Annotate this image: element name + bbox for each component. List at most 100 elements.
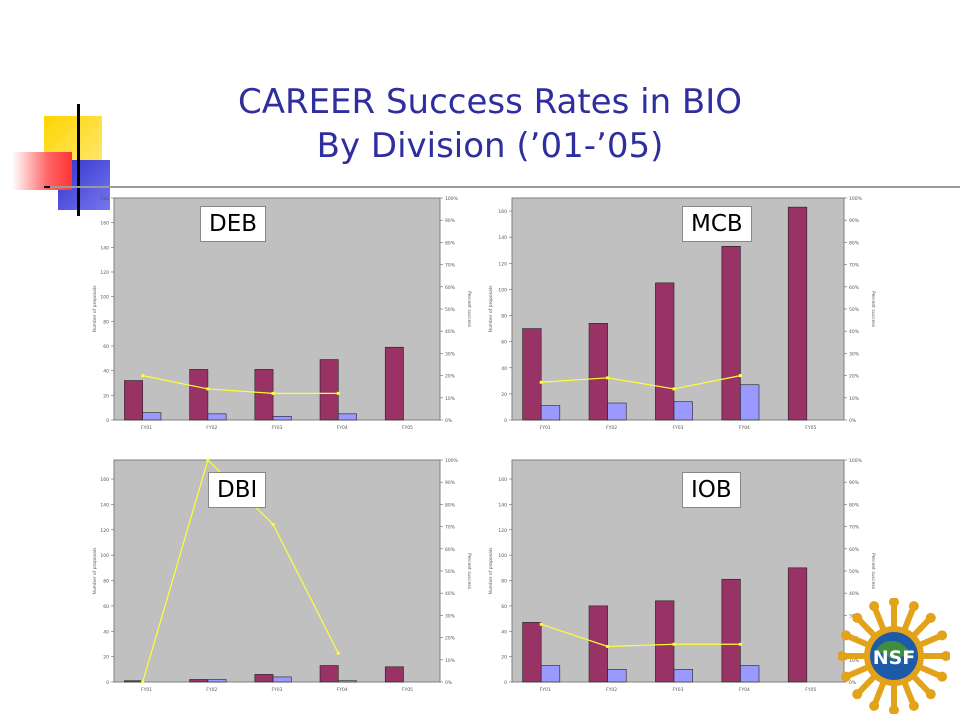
y2-tick-label: 100% [445,458,459,464]
bar-awards [673,401,693,421]
y-tick-label: 120 [100,528,109,534]
y-tick-label: 40 [103,629,109,635]
bar-proposals [384,666,404,683]
nsf-ray-tip [869,700,880,711]
x-tick-label: FY02 [206,425,217,431]
y2-tick-label: 40% [849,591,860,597]
success-rate-marker [271,522,275,526]
bar-proposals [787,206,808,421]
x-tick-label: FY02 [206,687,217,693]
y-axis-title: Number of proposals [488,547,494,595]
label-deb: DEB [200,206,267,242]
bar-proposals [522,622,542,683]
nsf-ray-tip [869,601,880,612]
y-tick-label: 140 [100,245,109,251]
y-tick-label: 140 [100,502,109,508]
nsf-ray-tip [852,612,863,623]
y2-tick-label: 60% [445,547,456,553]
x-tick-label: FY03 [672,687,683,693]
y-axis-title: Number of proposals [92,285,98,333]
y2-tick-label: 60% [849,285,860,291]
y2-tick-label: 90% [849,218,860,224]
y-tick-label: 160 [100,477,109,483]
y-tick-label: 0 [504,680,507,686]
success-rate-marker [672,642,676,646]
label-mcb: MCB [682,206,752,242]
bar-proposals [588,323,608,421]
success-rate-marker [606,644,610,648]
y-tick-label: 80 [103,319,109,325]
success-rate-line [541,623,741,648]
y-tick-label: 60 [103,344,109,350]
y-tick-label: 140 [498,502,507,508]
y2-tick-label: 40% [445,591,456,597]
y-tick-label: 40 [103,369,109,375]
y-tick-label: 80 [103,579,109,585]
y2-axis-title: Percent success [466,553,472,590]
y-tick-label: 0 [106,418,109,424]
success-rate-marker [539,622,543,626]
y2-tick-label: 0% [849,680,857,686]
y2-tick-label: 20% [445,374,456,380]
bar-proposals [721,578,741,683]
y-tick-label: 60 [501,340,507,346]
bar-awards [607,402,627,421]
label-iob: IOB [682,472,741,508]
y-tick-label: 160 [498,209,507,215]
x-tick-label: FY04 [739,425,750,431]
y2-tick-label: 50% [849,569,860,575]
title-line-2: By Division (’01-’05) [316,126,664,166]
y2-tick-label: 80% [849,240,860,246]
success-rate-marker [141,374,145,378]
x-tick-label: FY03 [271,687,282,693]
x-tick-label: FY01 [141,687,152,693]
bar-proposals [189,369,209,421]
x-tick-label: FY03 [672,425,683,431]
bar-proposals [721,246,741,421]
y-tick-label: 0 [106,680,109,686]
y-tick-label: 100 [100,295,109,301]
y2-tick-label: 50% [445,569,456,575]
chart-deb: 0 20 40 60 80 100 120 140 160 180 0% 10% 20% 30% 40% 50… [92,196,472,431]
y2-tick-label: 90% [445,218,456,224]
success-rate-marker [336,651,340,655]
bar-awards [540,405,561,421]
bar-proposals [787,567,808,683]
y2-tick-label: 30% [849,351,860,357]
y-tick-label: 100 [100,553,109,559]
success-rate-marker [606,376,610,380]
x-tick-label: FY04 [337,425,348,431]
bar-awards [337,413,357,421]
y-tick-label: 160 [100,221,109,227]
success-rate-marker [539,380,543,384]
y-tick-label: 80 [501,314,507,320]
chart-mcb: 0 20 40 60 80 100 120 140 160 0% 10% 20% 30% 40% 50% 60… [488,196,876,431]
chart-dbi: 0 20 40 60 80 100 120 140 160 0% 10% 20% 30% 40% 50% 60… [92,458,472,693]
y2-tick-label: 20% [445,636,456,642]
y2-tick-label: 70% [849,525,860,531]
y2-tick-label: 80% [849,502,860,508]
bar-proposals [319,359,339,421]
success-rate-marker [206,387,210,391]
y-tick-label: 60 [501,604,507,610]
success-rate-marker [672,387,676,391]
y2-tick-label: 50% [849,307,860,313]
nsf-ray-tip [852,689,863,700]
x-tick-label: FY04 [739,687,750,693]
bar-awards [740,665,760,683]
y2-tick-label: 10% [445,396,456,402]
y2-tick-label: 30% [445,613,456,619]
y2-tick-label: 0% [445,418,453,424]
y2-tick-label: 0% [445,680,453,686]
bar-awards [337,680,357,683]
x-tick-label: FY05 [402,425,413,431]
y2-tick-label: 70% [445,263,456,269]
y2-tick-label: 70% [445,525,456,531]
y-tick-label: 20 [501,392,507,398]
bar-proposals [189,679,209,683]
y2-tick-label: 30% [445,351,456,357]
nsf-ray-tip [889,598,899,607]
y-tick-label: 20 [103,393,109,399]
nsf-logo-text: NSF [873,647,916,669]
bar-proposals [254,674,274,683]
